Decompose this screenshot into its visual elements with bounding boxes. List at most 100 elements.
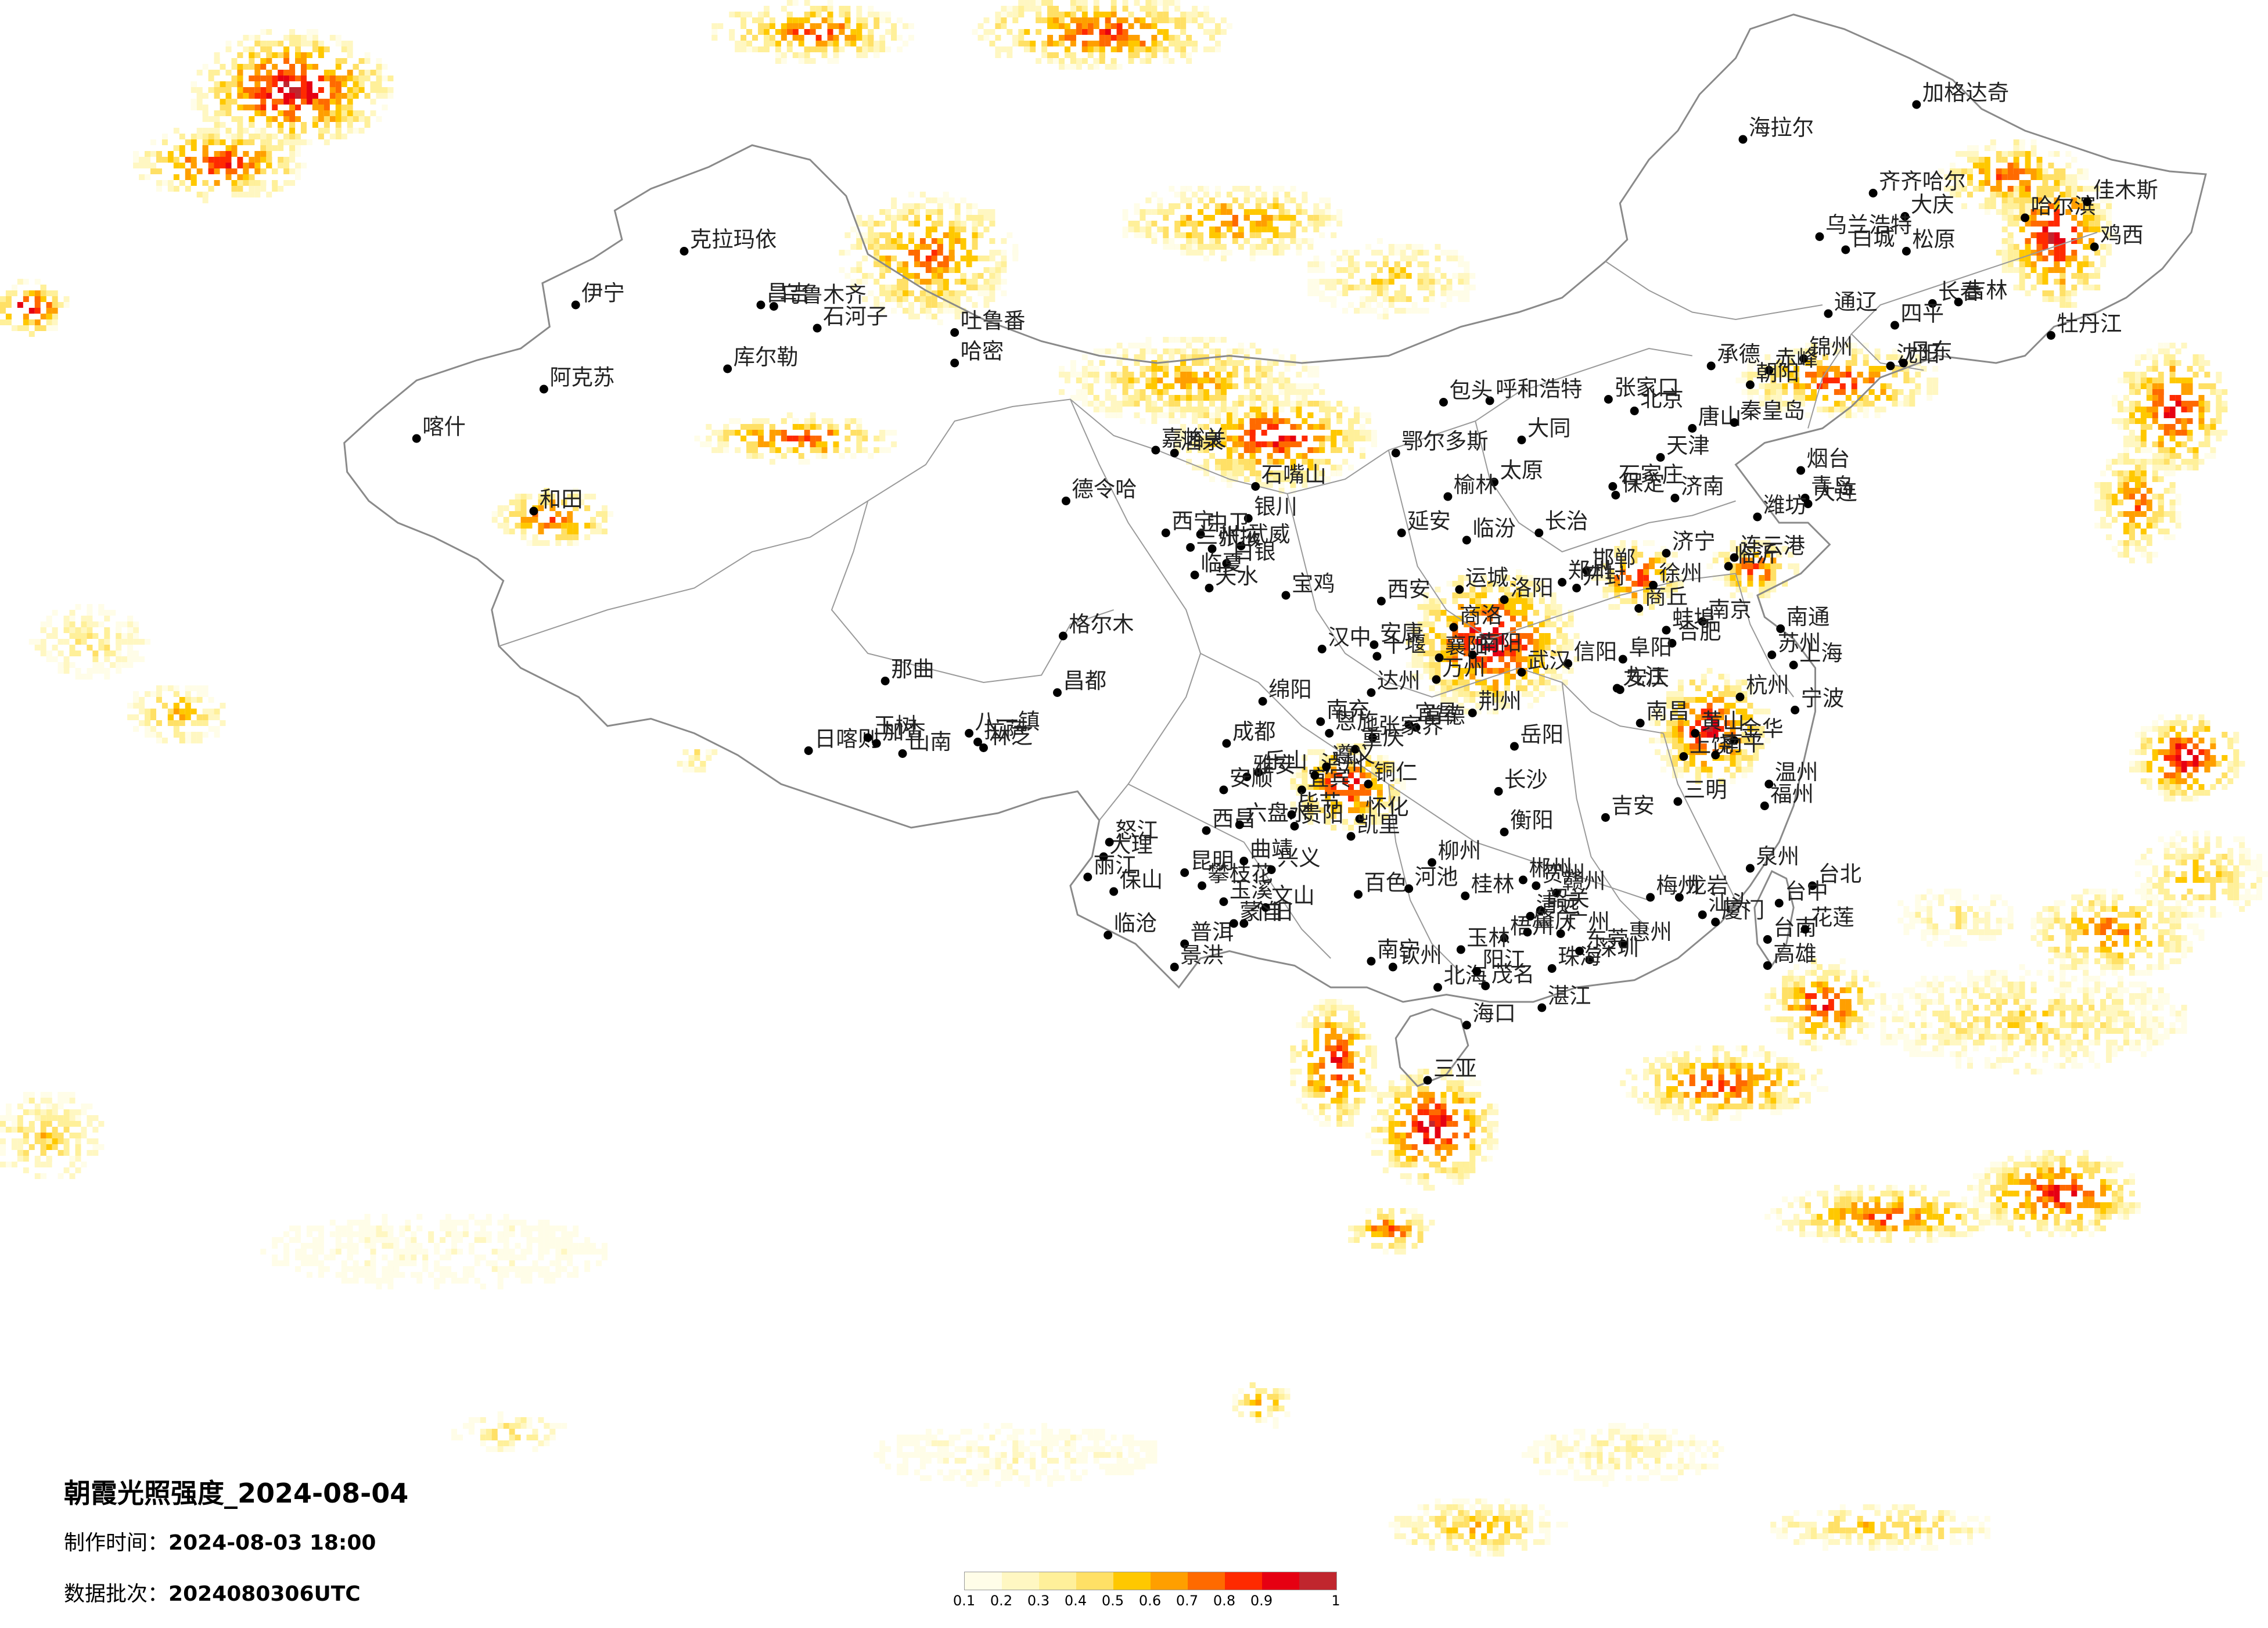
intensity-cell (1007, 52, 1012, 58)
intensity-cell (1094, 407, 1099, 412)
intensity-cell (793, 35, 799, 41)
intensity-cell (1897, 401, 1903, 407)
intensity-cell (371, 99, 376, 105)
intensity-cell (1354, 261, 1360, 267)
intensity-cell (1458, 273, 1464, 279)
intensity-cell (249, 52, 254, 58)
intensity-cell (353, 64, 359, 70)
intensity-cell (1151, 41, 1157, 46)
intensity-cell (1678, 680, 1684, 685)
intensity-cell (1192, 337, 1198, 343)
intensity-cell (1719, 697, 1724, 703)
intensity-cell (1481, 592, 1487, 598)
intensity-cell (903, 267, 908, 273)
intensity-cell (1464, 697, 1469, 703)
intensity-cell (1371, 285, 1377, 290)
intensity-cell (1157, 209, 1163, 215)
intensity-cell (856, 267, 862, 273)
intensity-cell (1406, 308, 1412, 314)
intensity-cell (220, 64, 226, 70)
intensity-cell (1533, 610, 1539, 616)
intensity-cell (1053, 52, 1059, 58)
intensity-cell (1198, 250, 1203, 256)
intensity-cell (1134, 401, 1140, 407)
intensity-cell (1724, 691, 1730, 697)
intensity-cell (978, 273, 984, 279)
intensity-cell (989, 285, 995, 290)
intensity-cell (1145, 209, 1151, 215)
intensity-cell (1232, 447, 1238, 453)
intensity-cell (162, 139, 168, 145)
intensity-cell (266, 145, 272, 151)
intensity-cell (1313, 749, 1319, 755)
intensity-cell (1435, 662, 1441, 668)
intensity-cell (920, 302, 926, 308)
intensity-cell (203, 180, 209, 186)
intensity-cell (1007, 29, 1012, 35)
intensity-cell (874, 296, 879, 302)
intensity-cell (243, 168, 249, 174)
intensity-cell (220, 110, 226, 116)
intensity-cell (1435, 279, 1441, 285)
intensity-cell (1117, 29, 1123, 35)
intensity-cell (249, 157, 254, 163)
intensity-cell (1539, 691, 1545, 697)
intensity-cell (203, 64, 209, 70)
intensity-cell (1458, 256, 1464, 261)
intensity-cell (289, 29, 295, 35)
intensity-cell (41, 314, 46, 319)
intensity-cell (1018, 6, 1024, 12)
intensity-cell (254, 110, 260, 116)
intensity-cell (1325, 407, 1331, 412)
intensity-cell (735, 430, 741, 436)
intensity-cell (1192, 250, 1198, 256)
intensity-cell (891, 441, 897, 447)
intensity-cell (156, 157, 162, 163)
intensity-cell (885, 447, 891, 453)
intensity-cell (926, 308, 932, 314)
intensity-cell (555, 540, 561, 546)
intensity-cell (1117, 360, 1123, 366)
intensity-cell (1099, 29, 1105, 35)
intensity-cell (174, 163, 179, 168)
intensity-cell (1117, 41, 1123, 46)
intensity-cell (191, 87, 197, 93)
intensity-cell (1279, 250, 1285, 256)
intensity-cell (347, 110, 353, 116)
intensity-cell (538, 540, 544, 546)
intensity-cell (347, 99, 353, 105)
intensity-cell (1545, 639, 1551, 645)
intensity-cell (260, 168, 266, 174)
intensity-cell (764, 35, 770, 41)
intensity-cell (214, 81, 220, 87)
intensity-cell (283, 157, 289, 163)
intensity-cell (1256, 197, 1261, 203)
intensity-cell (775, 52, 781, 58)
intensity-cell (1169, 407, 1174, 412)
intensity-cell (1736, 685, 1742, 691)
intensity-cell (804, 0, 810, 6)
intensity-cell (1319, 401, 1325, 407)
intensity-cell (1169, 17, 1174, 23)
intensity-cell (1105, 372, 1111, 378)
intensity-cell (214, 122, 220, 128)
intensity-cell (793, 52, 799, 58)
intensity-cell (1267, 221, 1273, 227)
intensity-cell (903, 215, 908, 221)
intensity-cell (1174, 35, 1180, 41)
intensity-cell (741, 12, 746, 17)
intensity-cell (1458, 296, 1464, 302)
intensity-cell (1551, 604, 1557, 610)
intensity-cell (214, 110, 220, 116)
intensity-cell (833, 46, 839, 52)
intensity-cell (1244, 348, 1250, 354)
intensity-cell (1209, 412, 1215, 418)
intensity-cell (145, 157, 150, 163)
intensity-cell (1285, 441, 1291, 447)
intensity-cell (1134, 52, 1140, 58)
intensity-cell (989, 209, 995, 215)
intensity-cell (336, 64, 342, 70)
intensity-cell (1007, 6, 1012, 12)
intensity-cell (220, 163, 226, 168)
intensity-cell (1244, 412, 1250, 418)
